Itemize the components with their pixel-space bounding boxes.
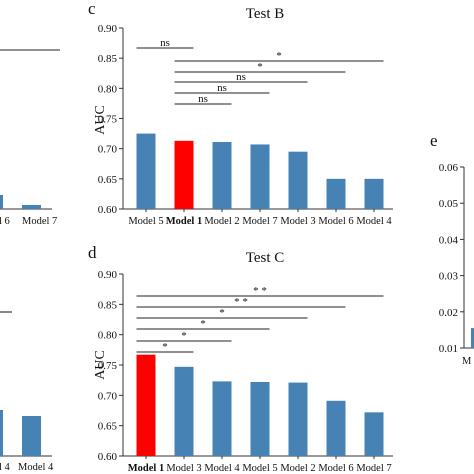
x-tick-label-top-1: Model 7: [22, 216, 57, 227]
x-tick-label-3: Model 5: [242, 463, 277, 474]
panel-e-partial-chart: e 0.01 0.02 0.03 0.04 0.05 0.06 M: [430, 131, 474, 367]
left-partial-panels: l 6 Model 7 l 4 Model 4: [0, 49, 60, 473]
significance-label-4: *: [181, 330, 187, 342]
significance-label-0: ns: [160, 37, 170, 49]
significance-label-0: * *: [253, 285, 267, 297]
significance-label-2: *: [257, 61, 263, 73]
x-tick-label-5: Model 6: [318, 216, 353, 227]
x-tick-label-6: Model 4: [356, 216, 392, 227]
significance-label-5: *: [162, 341, 168, 353]
y-axis-label-c: AUC: [93, 105, 108, 135]
y-tick-label-3: 0.75: [98, 114, 118, 126]
bar-model-2: [212, 142, 232, 209]
panel-letter-e: e: [430, 131, 438, 150]
y-tick-label-0: 0.01: [439, 343, 458, 355]
panel-c-test-b-chart: c Test B AUC 0.60 0.65 0.70 0.75 0.80 0.85 0.9…: [88, 0, 393, 227]
x-tick-label-1: Model 1: [166, 216, 202, 227]
y-tick-label-4: 0.80: [98, 83, 118, 95]
bar-model-3: [288, 151, 308, 209]
chart-title-d: Test C: [246, 250, 285, 266]
panel-d-test-c-chart: d Test C AUC 0.60 0.65 0.70 0.75 0.80 0.85 0.9…: [88, 243, 393, 474]
panel-letter-d: d: [88, 243, 97, 262]
bar-model-4: [212, 381, 232, 456]
y-tick-label-0: 0.60: [98, 451, 118, 463]
bar-model-4-partial: [0, 410, 3, 456]
x-tick-label-0: M: [462, 356, 472, 367]
y-tick-label-3: 0.04: [439, 234, 459, 246]
y-tick-label-0: 0.60: [98, 204, 118, 216]
bar-model-5: [136, 133, 156, 209]
bar-model-4-bottom: [22, 416, 41, 456]
significance-label-3: *: [200, 318, 206, 330]
x-tick-label-4: Model 3: [280, 216, 315, 227]
bar-model-6-partial: [0, 195, 3, 209]
y-tick-label-4: 0.80: [98, 330, 118, 342]
x-tick-label-6: Model 7: [356, 463, 391, 474]
bar-model-6: [326, 178, 346, 209]
y-tick-label-1: 0.65: [98, 174, 118, 186]
y-tick-label-1: 0.65: [98, 421, 118, 433]
bar-model-4: [364, 178, 384, 209]
bar-model-5: [250, 381, 270, 456]
x-tick-label-1: Model 3: [166, 463, 201, 474]
x-tick-label-3: Model 7: [242, 216, 277, 227]
y-tick-label-5: 0.85: [98, 53, 118, 65]
bar-model-1: [174, 140, 194, 209]
bar-model-7-top: [22, 205, 41, 209]
panel-letter-c: c: [88, 0, 96, 18]
y-tick-label-2: 0.70: [98, 144, 118, 156]
y-tick-label-4: 0.05: [439, 198, 459, 210]
y-tick-label-6: 0.90: [98, 269, 118, 281]
y-tick-label-6: 0.90: [98, 23, 118, 35]
bar-model-7: [250, 144, 270, 209]
x-tick-label-2: Model 4: [204, 463, 240, 474]
significance-label-3: ns: [236, 71, 246, 83]
x-tick-label-bottom-0: l 4: [0, 462, 11, 473]
y-tick-label-2: 0.70: [98, 390, 118, 402]
x-tick-label-top-0: l 6: [0, 216, 10, 227]
x-tick-label-4: Model 2: [280, 463, 315, 474]
significance-label-1: * *: [234, 296, 248, 308]
x-tick-label-2: Model 2: [204, 216, 239, 227]
x-tick-label-0: Model 1: [128, 463, 164, 474]
x-tick-label-5: Model 6: [318, 463, 353, 474]
significance-label-5: ns: [198, 93, 208, 105]
bar-partial: [471, 328, 474, 348]
y-tick-label-2: 0.03: [439, 271, 459, 283]
x-tick-label-0: Model 5: [128, 216, 163, 227]
x-tick-label-bottom-1: Model 4: [18, 462, 54, 473]
y-tick-label-3: 0.75: [98, 360, 118, 372]
bar-model-3: [174, 366, 194, 456]
bar-model-7: [364, 412, 384, 456]
y-tick-label-1: 0.02: [439, 307, 458, 319]
significance-label-4: ns: [217, 82, 227, 94]
chart-title-c: Test B: [246, 6, 285, 22]
y-axis-label-d: AUC: [93, 350, 108, 380]
y-tick-label-5: 0.85: [98, 299, 118, 311]
significance-label-2: *: [219, 307, 225, 319]
bar-model-6: [326, 400, 346, 456]
significance-label-1: *: [276, 50, 282, 62]
y-tick-label-5: 0.06: [439, 162, 459, 174]
bar-model-1: [136, 354, 156, 456]
bar-model-2: [288, 382, 308, 456]
